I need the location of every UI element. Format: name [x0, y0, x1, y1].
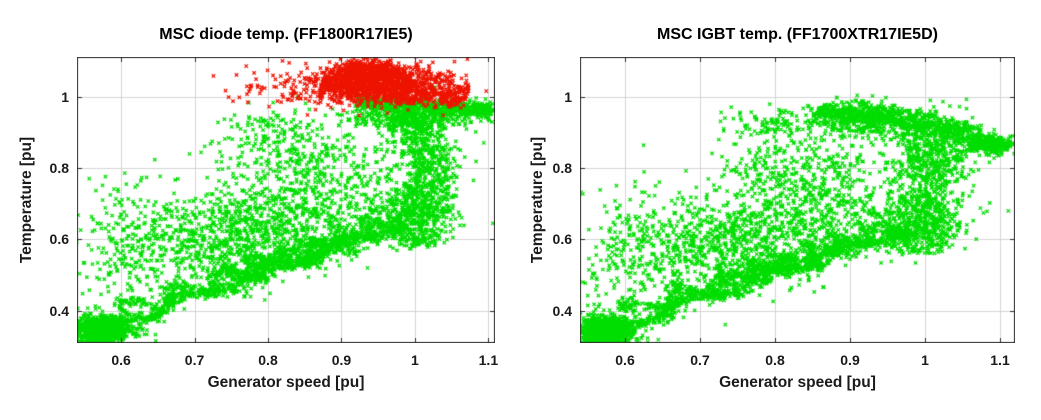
y-tick-label: 0.4	[552, 302, 572, 319]
x-tick-label: 0.6	[615, 352, 635, 368]
y-axis-label-diode: Temperature [pu]	[18, 136, 35, 264]
x-axis-label-igbt: Generator speed [pu]	[719, 374, 876, 391]
y-tick-label: 0.6	[49, 231, 69, 248]
x-tick-label: 1.1	[990, 352, 1010, 368]
plot-title-diode: MSC diode temp. (FF1800R17IE5)	[159, 26, 413, 43]
x-tick-label: 0.7	[690, 352, 710, 368]
y-tick-label: 0.6	[552, 231, 572, 248]
x-axis-label-diode: Generator speed [pu]	[207, 374, 365, 391]
x-tick-label: 1	[411, 352, 419, 368]
y-tick-label: 0.8	[49, 160, 69, 177]
scatter-axes-diode	[77, 57, 495, 343]
y-tick-label: 1	[61, 88, 69, 105]
x-tick-label: 0.8	[765, 352, 785, 368]
x-tick-label: 0.9	[331, 352, 352, 368]
x-tick-label: 0.9	[840, 352, 860, 368]
x-tick-label: 0.8	[258, 352, 278, 368]
x-tick-label: 1	[921, 352, 929, 368]
y-tick-label: 0.4	[49, 302, 69, 319]
x-tick-label: 0.7	[184, 352, 205, 368]
y-tick-label: 0.8	[552, 160, 572, 177]
scatter-axes-igbt	[580, 57, 1015, 343]
y-tick-label: 1	[564, 88, 572, 105]
x-tick-label: 1.1	[478, 352, 499, 368]
x-tick-label: 0.6	[111, 352, 131, 368]
plot-title-igbt: MSC IGBT temp. (FF1700XTR17IE5D)	[657, 26, 938, 43]
y-axis-label-igbt: Temperature [pu]	[529, 136, 546, 264]
